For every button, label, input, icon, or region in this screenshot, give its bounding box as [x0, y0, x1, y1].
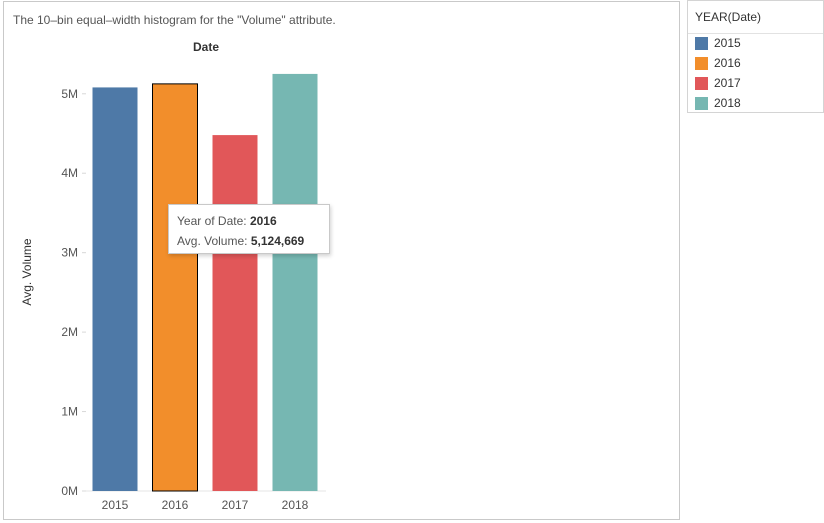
legend-title: YEAR(Date): [695, 10, 762, 24]
legend-item-2016[interactable]: 2016: [695, 55, 741, 71]
tooltip-year-value: 2016: [249, 214, 277, 228]
legend-item-2018[interactable]: 2018: [695, 95, 741, 111]
tooltip-volume-label: Avg. Volume:: [177, 234, 248, 248]
bar-2016[interactable]: [152, 83, 198, 492]
bars: [92, 73, 318, 492]
bar-2018[interactable]: [272, 73, 318, 492]
tooltip-volume-value: 5,124,669: [250, 234, 305, 248]
legend-swatch: [695, 36, 708, 50]
legend-label: 2016: [714, 56, 741, 70]
legend-label: 2018: [714, 96, 741, 110]
legend-divider: [688, 33, 823, 34]
legend-swatch: [695, 76, 708, 90]
tooltip-year-row: Year of Date: 2016: [177, 214, 277, 228]
legend-label: 2017: [714, 76, 741, 90]
color-legend: YEAR(Date) 2015 2016 2017 2018: [687, 0, 824, 113]
tooltip-year-label: Year of Date:: [177, 214, 247, 228]
bar-2017[interactable]: [212, 135, 258, 492]
legend-label: 2015: [714, 36, 741, 50]
tooltip-volume-row: Avg. Volume: 5,124,669: [177, 234, 304, 248]
bar-2015[interactable]: [92, 87, 138, 491]
legend-item-2015[interactable]: 2015: [695, 35, 741, 51]
legend-swatch: [695, 56, 708, 70]
legend-swatch: [695, 96, 708, 110]
legend-item-2017[interactable]: 2017: [695, 75, 741, 91]
bar-tooltip: Year of Date: 2016 Avg. Volume: 5,124,66…: [168, 204, 330, 254]
chart-title: The 10–bin equal–width histogram for the…: [13, 13, 336, 27]
